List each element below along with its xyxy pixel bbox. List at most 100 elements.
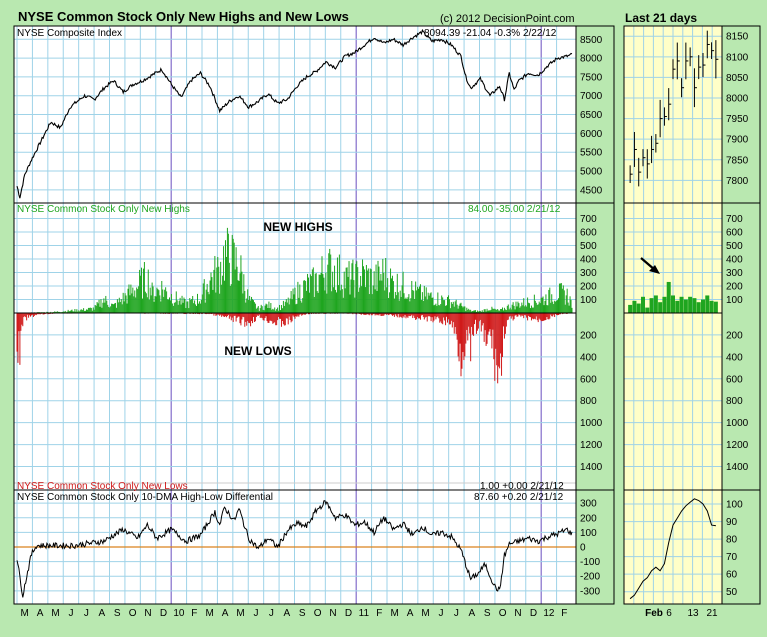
x-tick-label: M [206,608,214,619]
y-tick-label: 100 [580,528,597,539]
x-tick-label: J [454,608,459,619]
y-tick-label: 8500 [580,35,603,46]
last21-highs-bars [628,281,718,313]
side-y-tick-label: 100 [726,500,743,511]
y-tick-label: 0 [580,543,586,554]
x-tick-label: 11 [359,608,370,619]
side-y-tick-label: 100 [726,295,743,306]
new-highs-label: NYSE Common Stock Only New Highs [17,204,190,215]
x-tick-label: J [84,608,89,619]
differential-line [16,500,573,598]
x-tick-label: F [561,608,567,619]
x-tick-label: A [468,608,475,619]
last21-high-bar [671,295,675,313]
x-tick-label: J [269,608,274,619]
x-tick-label: N [514,608,521,619]
y-tick-label: 6500 [580,110,603,121]
x-tick-label: O [314,608,322,619]
side-y-tick-label: 300 [726,268,743,279]
x-tick-label: A [222,608,229,619]
differential-label: NYSE Common Stock Only 10-DMA High-Low D… [17,492,273,503]
last21-high-bar [705,295,710,313]
x-tick-label: F [191,608,197,619]
x-tick-label: M [421,608,429,619]
last21-high-bar [632,300,637,313]
y-tick-label: 300 [580,499,597,510]
x-tick-label: J [253,608,258,619]
y-tick-label: 500 [580,241,597,252]
side-y-tick-label: 500 [726,241,743,252]
side-y-tick-label: 600 [726,374,743,385]
side-y-tick-label: 60 [726,570,738,581]
side-y-tick-label: 600 [726,228,743,239]
side-y-tick-label: 7850 [726,155,749,166]
x-tick-label: A [37,608,44,619]
last21-high-bar [653,295,658,313]
side-x-tick-label: 21 [706,608,718,619]
y-tick-label: -100 [580,557,600,568]
chart-title: NYSE Common Stock Only New Highs and New… [18,9,349,24]
last21-high-bar [709,300,714,313]
y-tick-label: 700 [580,214,597,225]
new-lows-readout: 1.00 +0.00 2/21/12 [480,481,564,492]
copyright-text: (c) 2012 DecisionPoint.com [440,13,575,25]
x-tick-label: D [345,608,352,619]
y-tick-label: 5000 [580,167,603,178]
x-tick-label: D [160,608,167,619]
side-y-tick-label: 200 [726,330,743,341]
x-tick-label: F [376,608,382,619]
side-y-tick-label: 7800 [726,176,749,187]
x-tick-label: O [499,608,507,619]
x-tick-label: N [329,608,336,619]
y-tick-label: 200 [580,330,597,341]
y-tick-label: 200 [580,513,597,524]
y-tick-label: 8000 [580,54,603,65]
new-highs-annotation: NEW HIGHS [263,220,332,234]
y-tick-label: 400 [580,255,597,266]
last21-high-bar [636,303,641,313]
side-y-tick-label: 800 [726,396,743,407]
x-tick-label: A [98,608,105,619]
x-tick-label: M [236,608,244,619]
last21-high-bar [679,296,684,313]
y-tick-label: 600 [580,228,597,239]
side-y-tick-label: 80 [726,535,738,546]
y-tick-label: 5500 [580,148,603,159]
side-y-tick-label: 1000 [726,418,749,429]
last21-high-bar [645,307,650,313]
side-y-tick-label: 8000 [726,94,749,105]
y-tick-label: 400 [580,352,597,363]
differential-readout: 87.60 +0.20 2/21/12 [474,492,564,503]
y-tick-label: 100 [580,295,597,306]
new-highs-bars [17,227,573,313]
x-tick-label: A [283,608,290,619]
last21-high-bar [641,296,645,313]
last21-high-bar [701,299,705,313]
side-y-tick-label: 700 [726,214,743,225]
side-y-tick-label: 90 [726,517,738,528]
new-lows-bars [16,313,571,384]
x-tick-label: D [530,608,537,619]
side-y-tick-label: 200 [726,282,743,293]
composite-label: NYSE Composite Index [17,28,122,39]
x-tick-label: O [129,608,137,619]
x-tick-label: A [407,608,414,619]
x-tick-label: J [68,608,73,619]
y-tick-label: 6000 [580,129,603,140]
last21-high-bar [692,298,697,313]
last21-high-bar [658,302,663,313]
side-y-tick-label: 8100 [726,52,749,63]
side-y-tick-label: 8150 [726,32,749,43]
last21-high-bar [666,281,671,313]
last21-diff-line [629,498,716,600]
y-tick-label: 300 [580,268,597,279]
arrow-head [649,265,660,274]
composite-price-line [16,28,573,199]
side-y-tick-label: 50 [726,587,738,598]
side-x-tick-label: 6 [666,608,672,619]
side-title: Last 21 days [625,11,698,25]
x-tick-label: M [391,608,399,619]
y-tick-label: 1400 [580,462,603,473]
